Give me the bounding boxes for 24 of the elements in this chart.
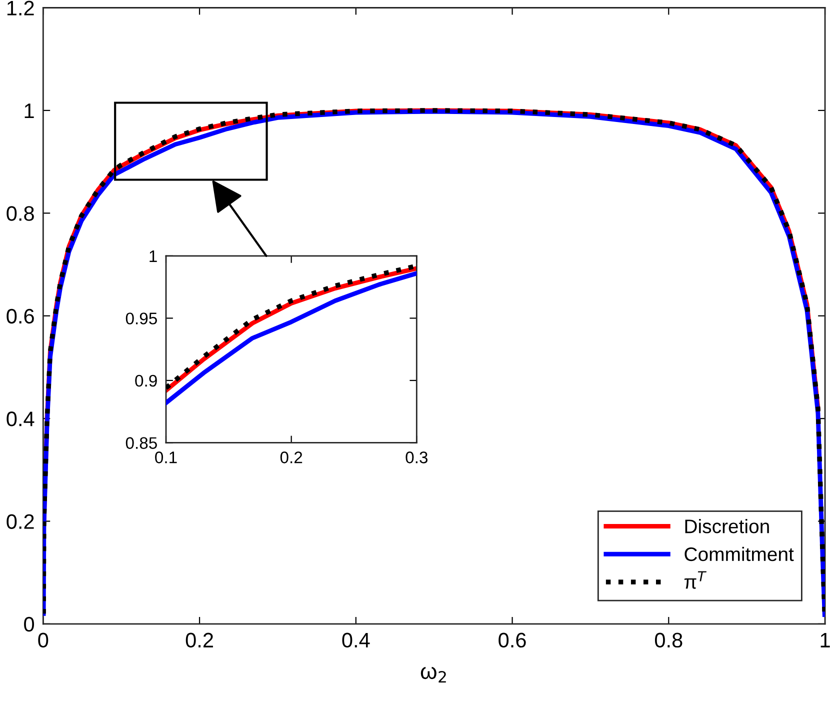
x-axis-title: ω$_{2}$	[420, 666, 446, 683]
y-tick-label: 0.2	[6, 514, 34, 529]
y-tick-label: 0	[24, 616, 34, 632]
y-tick-label: 1.2	[7, 0, 34, 16]
legend-label: Discretion	[685, 518, 769, 534]
y-tick-label: 0.6	[6, 308, 34, 324]
legend-label: Commitment	[684, 546, 794, 562]
y-tick-label: 0.9	[135, 374, 157, 387]
y-tick-label: 0.95	[126, 312, 157, 324]
x-tick-label: 0.1	[155, 452, 177, 464]
legend-label: π$^{T}$	[684, 571, 707, 589]
y-tick-label: 1	[24, 104, 34, 118]
y-tick-label: 0.8	[6, 206, 34, 221]
x-tick-label: 0.2	[280, 452, 302, 464]
x-tick-label: 0	[38, 632, 48, 648]
x-tick-label: 0.4	[342, 632, 370, 648]
y-tick-label: 0.85	[126, 437, 157, 449]
x-tick-label: 0.3	[406, 452, 428, 464]
x-tick-label: 0.6	[498, 632, 526, 648]
x-tick-label: 0.8	[654, 632, 682, 648]
y-tick-label: 1	[150, 250, 157, 262]
x-tick-label: 0.2	[186, 632, 213, 648]
y-tick-label: 0.4	[6, 412, 34, 426]
x-tick-label: 1	[820, 633, 830, 648]
